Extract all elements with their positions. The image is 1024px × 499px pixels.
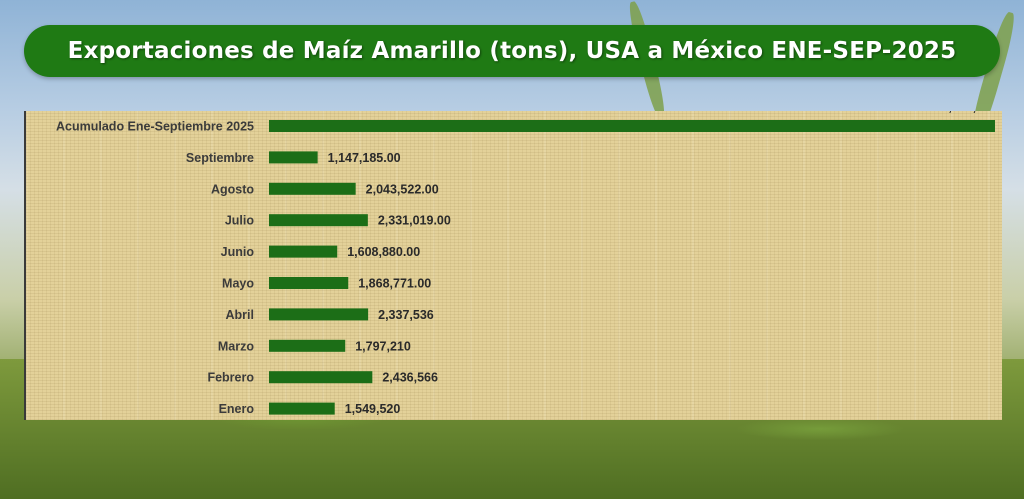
title-banner: Exportaciones de Maíz Amarillo (tons), U…: [24, 25, 1000, 77]
chart-panel: Acumulado Ene-Septiembre 2025 17,120,209 S…: [24, 111, 1002, 420]
category-label: Marzo: [218, 339, 254, 353]
category-label: Abril: [226, 308, 254, 322]
bar: [269, 151, 318, 164]
value-label: 2,331,019.00: [378, 214, 451, 228]
bar: [269, 214, 368, 227]
value-label: 2,436,566: [382, 371, 438, 385]
category-label: Acumulado Ene-Septiembre 2025: [56, 120, 254, 134]
category-label: Julio: [225, 214, 255, 228]
value-label: 1,868,771.00: [358, 277, 431, 291]
chart-title: Exportaciones de Maíz Amarillo (tons), U…: [67, 38, 957, 64]
category-label: Mayo: [222, 277, 254, 291]
bar: [269, 371, 373, 384]
category-label: Agosto: [211, 182, 254, 196]
bar: [269, 245, 338, 258]
value-label: 1,147,185.00: [328, 151, 401, 165]
category-label: Febrero: [207, 371, 254, 385]
bar-chart: Acumulado Ene-Septiembre 2025 17,120,209 S…: [56, 111, 997, 416]
value-label: 1,608,880.00: [347, 245, 420, 259]
category-label: Junio: [221, 245, 255, 259]
bar: [269, 120, 995, 132]
bar: [269, 308, 369, 321]
value-label: 2,043,522.00: [366, 182, 439, 196]
value-label: 17,120,209: [934, 111, 997, 114]
bar: [269, 182, 356, 195]
value-label: 1,797,210: [355, 339, 411, 353]
category-label: Septiembre: [186, 151, 254, 165]
bar: [269, 277, 349, 289]
bar: [269, 339, 346, 352]
value-label: 1,549,520: [345, 402, 401, 416]
category-label: Enero: [219, 402, 255, 416]
value-label: 2,337,536: [378, 308, 434, 322]
bar: [269, 402, 335, 415]
